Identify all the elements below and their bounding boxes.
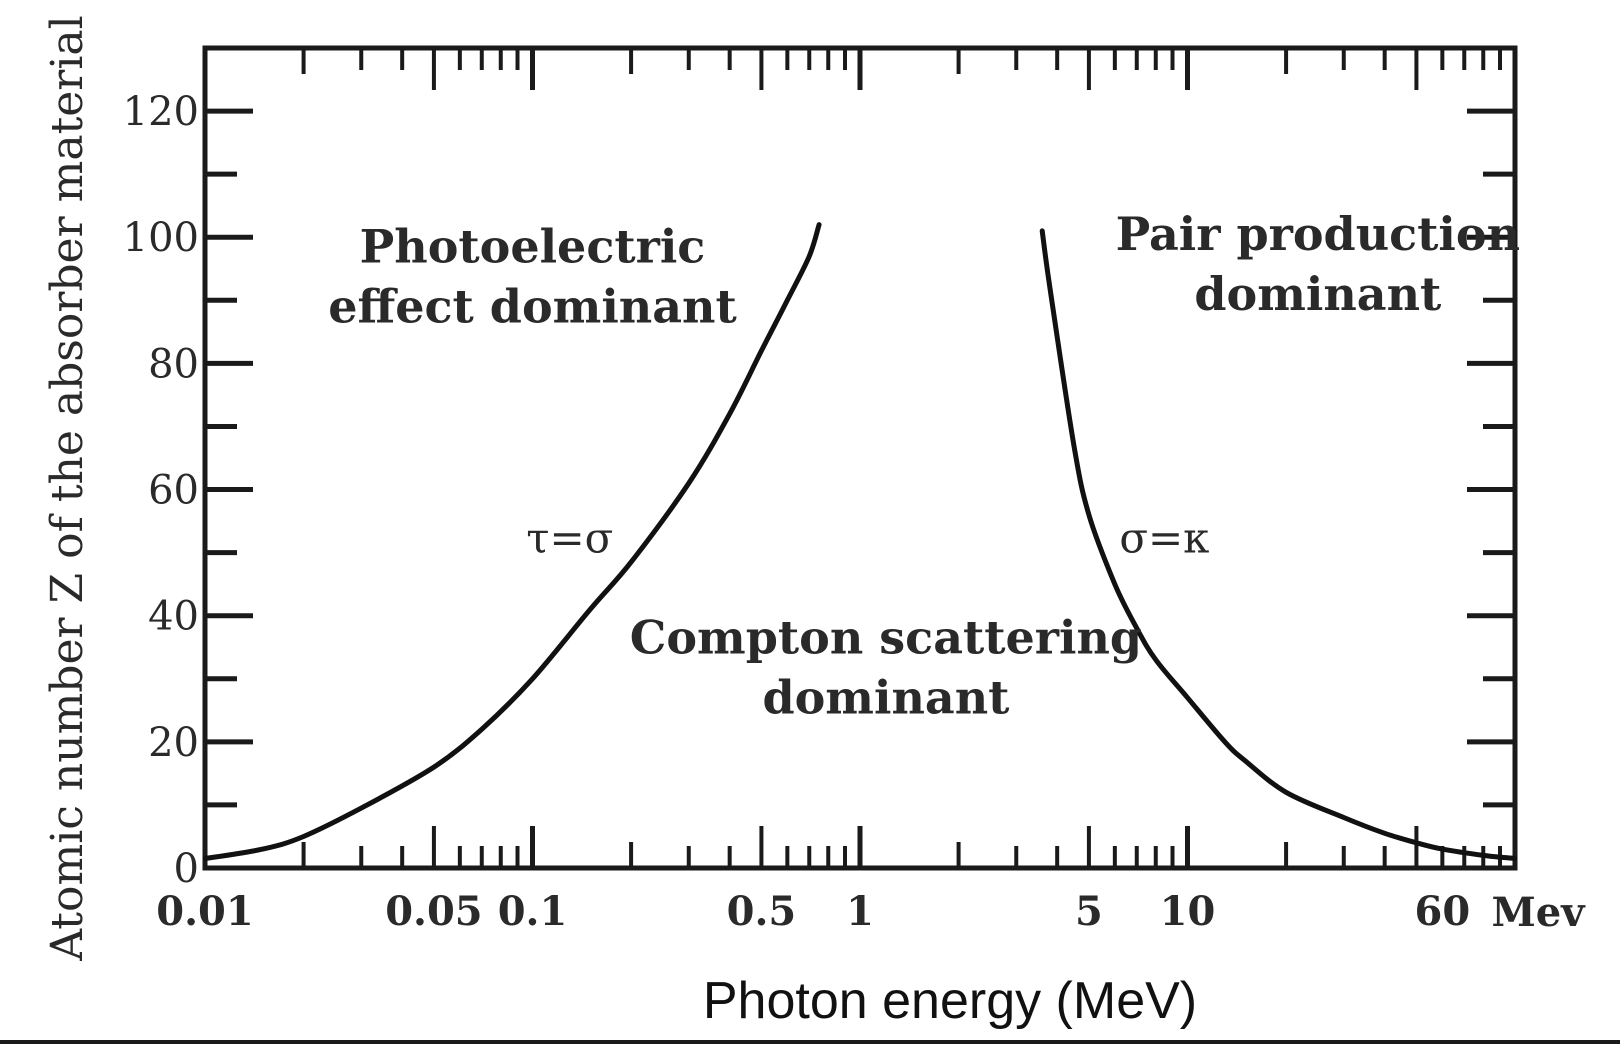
x-tick-label: 0.1 [498,888,568,935]
y-axis-ticks: 0 20 40 60 80 100 120 [123,89,1515,892]
y-tick-label: 20 [148,720,199,766]
x-tick-label: 1 [846,888,874,935]
photoelectric-compton-boundary [202,222,822,861]
y-axis-title: Atomic number Z of the absorber material [42,15,93,961]
x-tick-label: 0.01 [156,888,253,935]
region-label-line: dominant [1194,267,1442,321]
minor-tick-marks [301,48,1503,868]
x-axis-unit-label: Mev [1492,889,1587,936]
x-axis-ticks: 0.01 0.05 0.1 0.5 1 5 10 60 [156,888,1470,935]
x-tick-label: 5 [1075,888,1103,935]
y-tick-label: 80 [148,341,199,387]
x-axis-title: Photon energy (MeV) [703,972,1197,1030]
y-tick-label: 40 [148,594,199,640]
boundary-curves [202,222,1518,861]
region-label-line: effect dominant [328,279,737,333]
region-label-line: Pair production [1116,207,1520,261]
bottom-border [0,1040,1620,1044]
region-label-line: Photoelectric [360,219,706,273]
curve-label: σ=κ [1119,514,1209,563]
x-tick-label: 0.05 [385,888,482,935]
region-label-line: dominant [762,671,1010,725]
curve-label: τ=σ [526,514,613,563]
y-tick-label: 120 [123,89,199,135]
x-tick-label: 0.5 [727,888,797,935]
y-tick-label: 60 [148,468,199,514]
x-tick-label: 60 [1415,888,1471,935]
region-label-line: Compton scattering [630,611,1142,665]
curve-labels: τ=σ σ=κ [526,514,1209,563]
compton-pair-boundary [1039,228,1518,861]
plot-frame [202,45,1518,871]
y-tick-label: 0 [174,846,199,892]
region-labels: Photoelectric effect dominant Compton scat… [328,207,1520,725]
y-tick-label: 100 [123,215,199,261]
x-tick-label: 10 [1160,888,1216,935]
